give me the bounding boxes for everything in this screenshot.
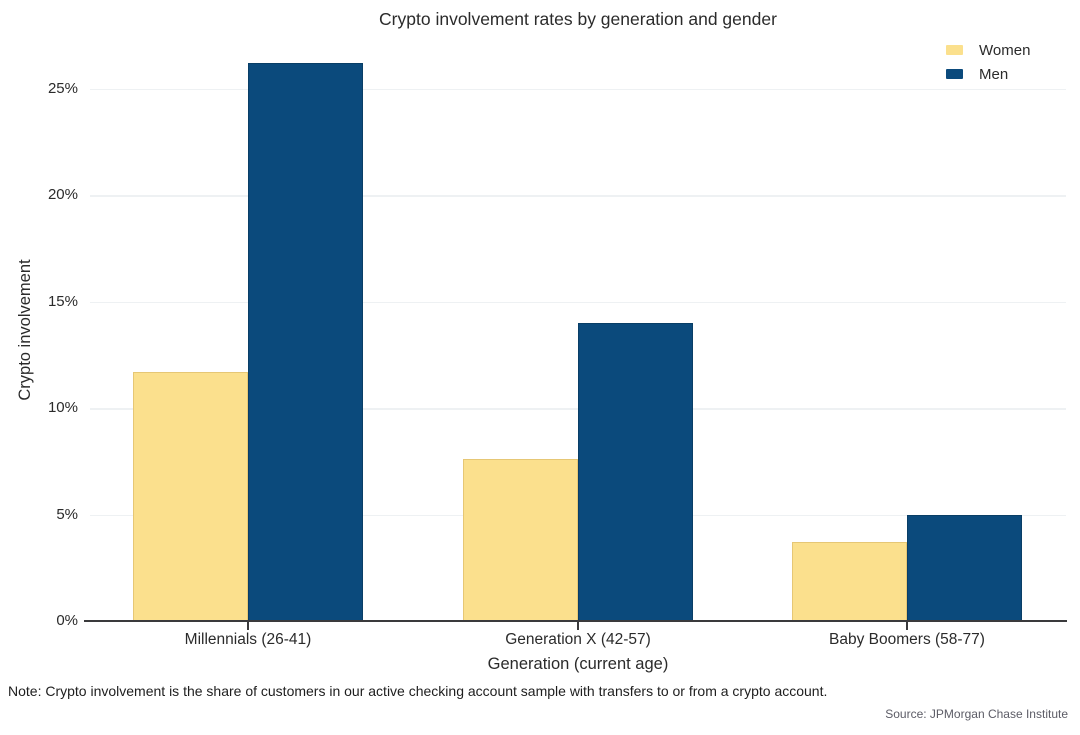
bar-women-1 [463, 459, 578, 621]
x-category-label-2: Baby Boomers (58-77) [829, 631, 985, 648]
bar-men-0 [248, 63, 363, 621]
y-tick-label-20: 20% [47, 186, 78, 204]
bar-men-1 [578, 323, 693, 621]
bar-women-0 [133, 372, 248, 621]
y-tick-label-0: 0% [56, 612, 78, 629]
x-axis-title: Generation (current age) [487, 655, 669, 673]
source-text: Source: JPMorgan Chase Institute [885, 707, 1068, 721]
gridline-20 [90, 195, 1066, 197]
chart-title: Crypto involvement rates by generation a… [379, 9, 777, 29]
x-tick-2 [906, 622, 908, 630]
x-tick-0 [247, 622, 249, 630]
legend-label-women: Women [979, 41, 1031, 59]
legend-swatch-women [946, 45, 963, 55]
gridline-25 [90, 88, 1066, 91]
y-tick-label-5: 5% [56, 505, 78, 523]
x-tick-1 [577, 622, 579, 630]
note-text: Note: Crypto involvement is the share of… [8, 683, 828, 699]
y-axis-title: Crypto involvement [16, 259, 34, 401]
gridline-15 [90, 301, 1066, 304]
plot-area [90, 40, 1066, 621]
legend-label-men: Men [979, 65, 1009, 83]
y-tick-label-15: 15% [47, 292, 78, 310]
y-tick-label-25: 25% [47, 79, 78, 97]
bar-women-2 [792, 542, 907, 621]
legend-item-women: Women [946, 41, 1030, 59]
legend-item-men: Men [946, 65, 1030, 83]
x-category-label-1: Generation X (42-57) [505, 631, 651, 648]
x-category-label-0: Millennials (26-41) [184, 631, 312, 648]
bar-men-2 [907, 514, 1022, 621]
y-tick-label-10: 10% [47, 399, 78, 417]
legend-swatch-men [946, 69, 963, 79]
x-axis-line [84, 620, 1067, 622]
legend: Women Men [946, 41, 1030, 89]
